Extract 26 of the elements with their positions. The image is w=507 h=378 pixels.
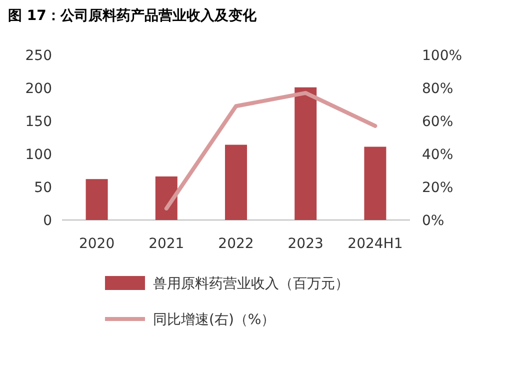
y-tick-label: 0: [43, 213, 52, 229]
bar: [364, 146, 386, 220]
y-tick-label: 150: [25, 114, 52, 130]
y-tick-label: 250: [25, 48, 52, 64]
x-tick-label: 2024H1: [348, 236, 403, 252]
x-tick-label: 2022: [218, 236, 254, 252]
y2-tick-label: 60%: [422, 114, 454, 130]
bar: [155, 176, 178, 220]
y2-tick-label: 20%: [422, 180, 454, 196]
y2-tick-label: 0%: [422, 213, 444, 229]
bar: [294, 87, 317, 220]
legend-label: 同比增速(右)（%）: [153, 312, 276, 328]
x-tick-label: 2020: [78, 236, 115, 252]
y2-tick-label: 40%: [422, 147, 454, 163]
y2-tick-label: 100%: [422, 48, 462, 64]
x-tick-label: 2021: [148, 236, 184, 252]
bar: [225, 144, 247, 220]
x-tick-label: 2023: [288, 236, 324, 252]
legend-label: 兽用原料药营业收入（百万元）: [153, 276, 349, 292]
chart-title: 图 17：公司原料药产品营业收入及变化: [8, 7, 258, 24]
bar: [86, 179, 108, 220]
y-tick-label: 200: [25, 81, 52, 97]
y2-tick-label: 80%: [422, 81, 454, 97]
line-series: [164, 90, 378, 210]
y-tick-label: 50: [34, 180, 52, 196]
y-tick-label: 100: [25, 147, 52, 163]
